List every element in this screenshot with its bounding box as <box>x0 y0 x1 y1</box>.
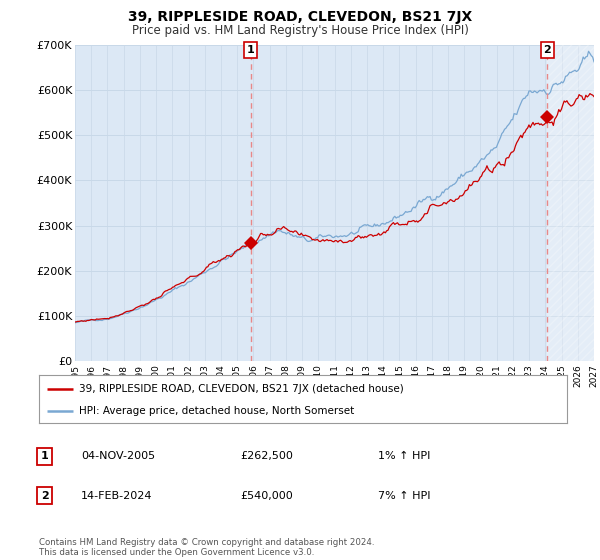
Text: HPI: Average price, detached house, North Somerset: HPI: Average price, detached house, Nort… <box>79 406 354 416</box>
Text: 2: 2 <box>544 45 551 55</box>
Text: £262,500: £262,500 <box>240 451 293 461</box>
Text: 7% ↑ HPI: 7% ↑ HPI <box>378 491 431 501</box>
Text: Contains HM Land Registry data © Crown copyright and database right 2024.
This d: Contains HM Land Registry data © Crown c… <box>39 538 374 557</box>
Text: 14-FEB-2024: 14-FEB-2024 <box>81 491 152 501</box>
Text: 1% ↑ HPI: 1% ↑ HPI <box>378 451 430 461</box>
Text: 04-NOV-2005: 04-NOV-2005 <box>81 451 155 461</box>
Text: 1: 1 <box>247 45 254 55</box>
Text: 2: 2 <box>41 491 49 501</box>
Bar <box>547 45 594 361</box>
Text: 39, RIPPLESIDE ROAD, CLEVEDON, BS21 7JX: 39, RIPPLESIDE ROAD, CLEVEDON, BS21 7JX <box>128 10 472 24</box>
Text: £540,000: £540,000 <box>240 491 293 501</box>
Text: 1: 1 <box>41 451 49 461</box>
Text: 39, RIPPLESIDE ROAD, CLEVEDON, BS21 7JX (detached house): 39, RIPPLESIDE ROAD, CLEVEDON, BS21 7JX … <box>79 384 403 394</box>
Text: Price paid vs. HM Land Registry's House Price Index (HPI): Price paid vs. HM Land Registry's House … <box>131 24 469 36</box>
